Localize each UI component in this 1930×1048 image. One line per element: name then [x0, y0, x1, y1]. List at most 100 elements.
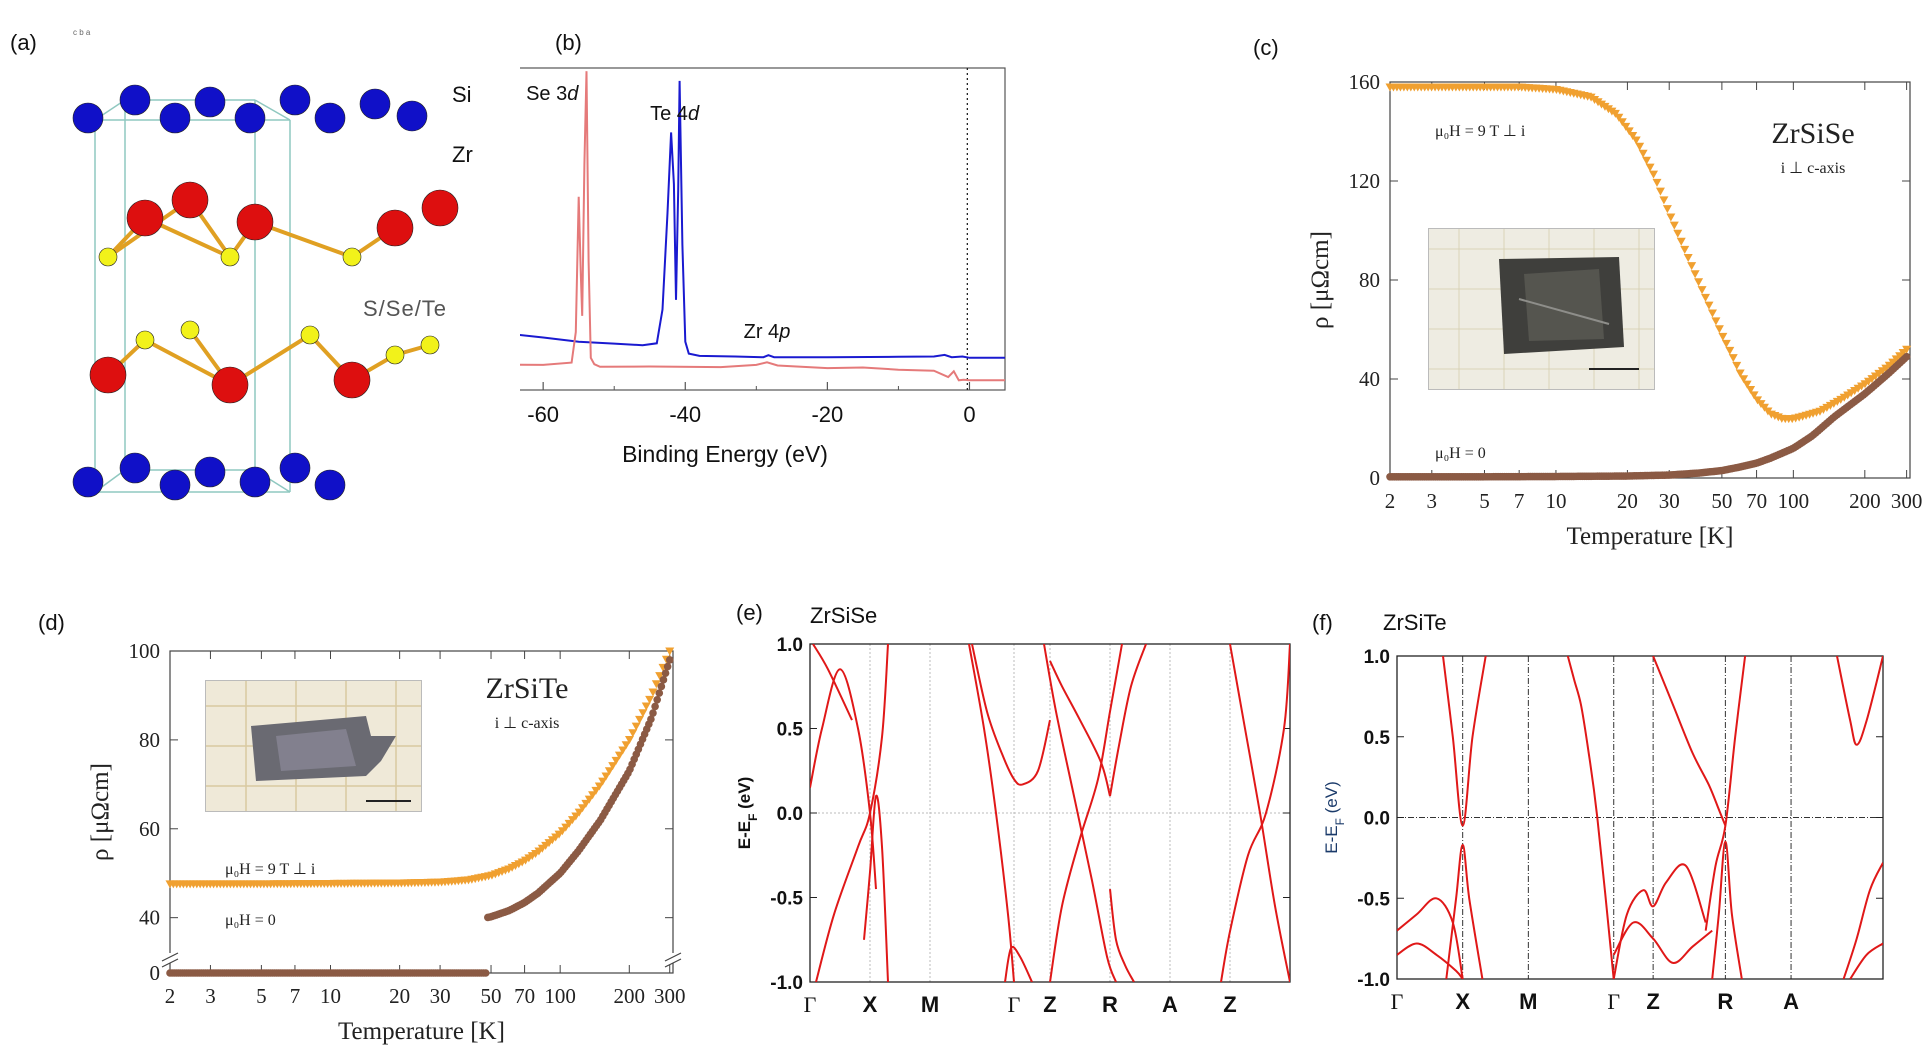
- y-tick-label: 40: [139, 906, 160, 930]
- y-tick-label: 40: [1359, 367, 1380, 391]
- cell-edge: [254, 99, 291, 121]
- y-tick-label: 60: [139, 817, 160, 841]
- x-tick-label: 10: [1545, 489, 1566, 513]
- data-point: [1739, 375, 1749, 384]
- peak-label: Te 4d: [650, 103, 700, 125]
- data-point: [665, 656, 674, 664]
- band-band5: [1566, 656, 1615, 979]
- panel-a-label: (a): [10, 30, 37, 55]
- spectrum-ZrSiSe: [520, 71, 1005, 382]
- atom-label-chalcogen: S/Se/Te: [363, 296, 448, 321]
- chalcogen-atom: [300, 325, 320, 345]
- data-point: [1690, 270, 1700, 279]
- data-point: [1655, 187, 1665, 196]
- band-band4: [812, 644, 853, 721]
- data-point: [1687, 262, 1697, 271]
- k-point-label: A: [1783, 989, 1799, 1014]
- panel-c-label: (c): [1253, 35, 1279, 60]
- chart-f: Γ X M Γ Z R A -1.0 -0.5 0.0 0.5 1.0 E-EF (eV) ZrSiTe: [1322, 610, 1884, 1014]
- chart-subtitle: i ⊥ c-axis: [1781, 160, 1846, 177]
- data-point: [1614, 113, 1624, 122]
- y-axis-label: ρ [μΩcm]: [87, 763, 114, 861]
- data-point: [621, 741, 631, 750]
- band-band9: [1049, 644, 1123, 982]
- chalcogen-atom: [342, 247, 362, 267]
- data-point: [655, 689, 664, 697]
- panel-e-label: (e): [736, 600, 763, 625]
- zr-atom: [89, 356, 127, 394]
- band-lines: [810, 644, 1290, 982]
- y-tick-label: 0.5: [1364, 728, 1391, 749]
- data-point: [1735, 369, 1745, 378]
- data-point: [588, 791, 598, 800]
- chart-c: 2 3 5 7 10 20 30 50 70 100 200 300 0 40 80 120 160 Temper…: [1307, 70, 1922, 550]
- sample-photo-zrsite: [205, 680, 422, 812]
- zr-atom: [333, 361, 371, 399]
- series-zero-field: [166, 656, 674, 977]
- band-band9: [1704, 656, 1747, 931]
- data-point: [1680, 245, 1690, 254]
- data-point: [618, 746, 628, 755]
- data-point: [1617, 118, 1627, 127]
- data-point: [1749, 391, 1759, 400]
- x-tick-label: 300: [654, 984, 686, 1008]
- panel-d-label: (d): [38, 610, 65, 635]
- data-point: [661, 669, 670, 677]
- si-atom: [159, 469, 191, 501]
- chalcogen-atom: [135, 330, 155, 350]
- si-atom: [239, 466, 271, 498]
- band-band8: [1652, 656, 1727, 826]
- x-tick-label: 70: [1746, 489, 1767, 513]
- y-tick-label: 0: [150, 961, 161, 985]
- series-nine-tesla: [1385, 83, 1912, 424]
- si-atom: [279, 84, 311, 116]
- y-tick-label: 0.5: [777, 720, 804, 741]
- si-atom: [314, 469, 346, 501]
- chalcogen-atom: [220, 247, 240, 267]
- panel-b-label: (b): [555, 30, 582, 55]
- data-point: [663, 662, 672, 671]
- atom-label-zr: Zr: [452, 142, 473, 167]
- k-point-label: X: [1455, 989, 1470, 1014]
- x-tick-label: 50: [1711, 489, 1732, 513]
- data-point: [665, 647, 675, 656]
- chart-e: Γ X M Γ Z R A Z-1.0-0.50.00.51.0E-EF (eV)ZrSiSe: [735, 603, 1291, 1017]
- k-point-label: Γ: [804, 992, 817, 1017]
- x-tick-label: 30: [1659, 489, 1680, 513]
- crystal-structure: [72, 84, 459, 501]
- y-axis-label: E-EF (eV): [1322, 781, 1347, 853]
- si-atom: [279, 452, 311, 484]
- spectrum-ZrSiTe: [520, 80, 1005, 359]
- x-tick-label: 70: [514, 984, 535, 1008]
- si-atom: [159, 102, 191, 134]
- legend-entry: μ₀H = 0: [1435, 445, 1486, 462]
- atom-label-si: Si: [452, 82, 472, 107]
- x-tick-label: 20: [389, 984, 410, 1008]
- data-point: [1728, 354, 1738, 363]
- si-atom: [72, 102, 104, 134]
- sample-photo-zrsise: [1428, 228, 1655, 390]
- data-point: [608, 762, 618, 771]
- data-point: [1666, 213, 1676, 222]
- axis-break-mark: [161, 952, 179, 962]
- x-tick-label: 100: [1778, 489, 1810, 513]
- band-band10: [1711, 840, 1743, 979]
- si-atom: [359, 88, 391, 120]
- panel-a: (a) Si Zr S/Se/Te c b a: [0, 0, 500, 530]
- x-tick-label: 10: [320, 984, 341, 1008]
- band-band3: [1442, 656, 1487, 827]
- x-tick-label: 7: [290, 984, 301, 1008]
- series-nine-tesla: [165, 647, 675, 889]
- axis-break-mark: [664, 952, 682, 962]
- y-tick-label: 160: [1349, 70, 1381, 94]
- k-point-label: M: [1519, 989, 1537, 1014]
- k-point-label: Γ: [1008, 992, 1021, 1017]
- panel-e: (e) Γ X M Γ Z R A Z -1.0 -0.5 0.0 0.5 1.0 E-EF (eV) Zr…: [700, 590, 1320, 1048]
- x-axis-label: Temperature [K]: [338, 1018, 505, 1045]
- x-tick-label: 5: [1479, 489, 1490, 513]
- band-band6: [1612, 863, 1707, 979]
- data-point: [1694, 278, 1704, 287]
- x-tick-label: 7: [1514, 489, 1525, 513]
- chalcogen-atom: [180, 320, 200, 340]
- data-point: [581, 799, 591, 808]
